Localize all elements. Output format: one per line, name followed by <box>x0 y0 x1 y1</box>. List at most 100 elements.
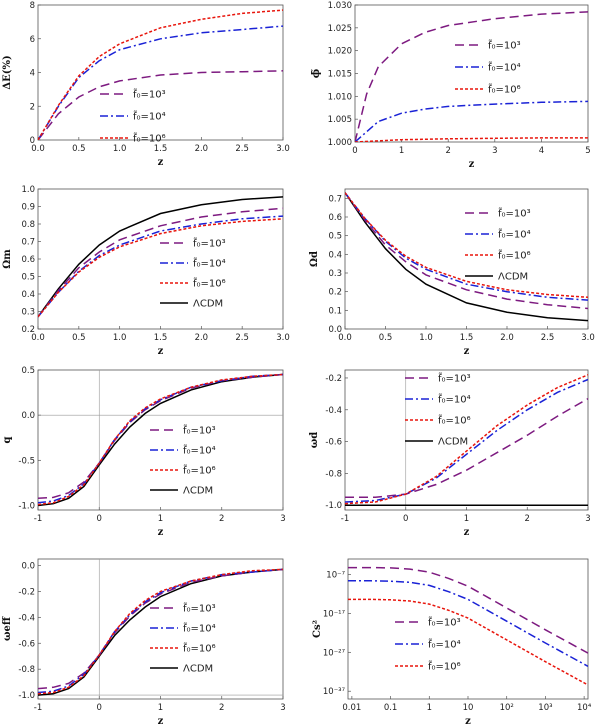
x-axis-label: z <box>158 157 164 168</box>
x-tick-label: 3 <box>492 146 497 156</box>
series-line-f6 <box>348 598 588 686</box>
x-tick-label: 4 <box>539 146 544 156</box>
chart-panel-p3: 0.0 0.5 1.0 1.5 2.0 2.5 3.0 0.2 0.3 0.4 0.5 0.6 0.7 0… <box>2 185 290 357</box>
x-tick-label: 2.5 <box>235 333 249 343</box>
x-axis-label: z <box>464 346 470 357</box>
x-tick-label: 2.0 <box>195 144 209 154</box>
y-tick-label: 6 <box>30 35 35 45</box>
y-tick-label: -0.8 <box>325 469 342 479</box>
x-tick-label: 0.0 <box>31 144 45 154</box>
x-axis-label: z <box>158 346 164 357</box>
legend-label: f̃₀=10³ <box>498 207 531 220</box>
y-tick-label: 10⁻¹⁷ <box>323 609 346 619</box>
x-tick-label: 1 <box>427 703 432 713</box>
series-line-f6 <box>355 137 588 142</box>
plot-frame <box>37 188 284 330</box>
x-tick-label: 0 <box>97 514 102 524</box>
y-tick-label: 0.3 <box>328 269 342 279</box>
legend-label: f̃₀=10⁶ <box>498 249 531 262</box>
legend-label: f̃₀=10³ <box>133 88 166 101</box>
y-tick-label: 2 <box>30 102 35 112</box>
series-line-f6 <box>38 568 283 695</box>
y-tick-label: 1.005 <box>328 115 352 125</box>
chart-panel-p5: -1 0 1 2 3 -1.0 -0.5 0.0 0.5 z q f̃₀=10³ f̃₀=10⁴ f̃₀=… <box>2 366 286 538</box>
legend-label: ΛCDM <box>183 664 213 675</box>
y-tick-label: 0.7 <box>21 238 35 248</box>
x-tick-label: 1.5 <box>154 144 168 154</box>
y-tick-label: 0.5 <box>21 273 35 283</box>
legend-label: f̃₀=10⁴ <box>438 393 471 406</box>
plot-frame <box>37 558 284 700</box>
x-axis-label: z <box>465 716 471 727</box>
x-tick-label: 1.5 <box>460 333 474 343</box>
y-tick-label: 0.2 <box>21 325 35 335</box>
y-tick-label: 1.015 <box>328 70 352 80</box>
y-tick-label: 1.030 <box>328 1 352 11</box>
y-axis-label: ωeff <box>2 616 13 641</box>
chart-panel-p4: 0.0 0.5 1.0 1.5 2.0 2.5 3.0 0.0 0.1 0.2 0.3 0.4 0.5 0… <box>309 188 595 357</box>
legend-label: f̃₀=10⁶ <box>438 414 471 427</box>
y-tick-label: -0.2 <box>18 587 35 597</box>
x-axis-label: z <box>158 527 164 538</box>
y-tick-label: -0.4 <box>18 613 35 623</box>
y-axis-label: q <box>2 437 13 444</box>
y-tick-label: -0.4 <box>325 406 342 416</box>
legend-label: f̃₀=10⁴ <box>428 638 461 651</box>
legend-label: f̃₀=10⁶ <box>428 660 461 673</box>
x-tick-label: 5 <box>585 146 590 156</box>
x-tick-label: 0.5 <box>379 333 393 343</box>
y-tick-label: 0.2 <box>328 288 342 298</box>
y-tick-label: 1.0 <box>21 185 35 195</box>
y-tick-label: 0.4 <box>328 250 342 260</box>
x-tick-label: 2.5 <box>541 333 555 343</box>
x-tick-label: 3 <box>280 703 285 713</box>
legend-label: ΛCDM <box>498 272 528 283</box>
x-tick-label: 0 <box>352 146 357 156</box>
x-tick-label: 3 <box>280 514 285 524</box>
y-tick-label: -0.5 <box>18 456 35 466</box>
series-line-f3 <box>348 566 588 654</box>
y-tick-label: 0.6 <box>328 213 342 223</box>
legend-label: f̃₀=10⁶ <box>183 642 216 655</box>
legend-label: f̃₀=10³ <box>183 602 216 615</box>
x-tick-label: 3.0 <box>276 333 290 343</box>
x-tick-label: 1 <box>158 514 163 524</box>
y-tick-label: 0.5 <box>328 232 342 242</box>
y-tick-label: 0.0 <box>21 561 35 571</box>
x-tick-label: 2 <box>525 514 530 524</box>
x-tick-label: 3.0 <box>276 144 290 154</box>
y-tick-label: 1.010 <box>328 92 352 102</box>
y-tick-label: -1.0 <box>18 691 35 701</box>
y-tick-label: 1.000 <box>328 138 352 148</box>
legend-label: f̃₀=10⁴ <box>183 622 216 635</box>
series-line-f6 <box>345 192 588 299</box>
x-tick-label: 1.0 <box>419 333 433 343</box>
y-tick-label: 10⁻⁷ <box>326 571 345 581</box>
series-line-lcdm <box>38 568 283 696</box>
series-line-f3 <box>355 11 588 142</box>
y-tick-label: 0.6 <box>21 255 35 265</box>
y-tick-label: -1.0 <box>18 501 35 511</box>
legend-label: f̃₀=10⁶ <box>193 277 226 290</box>
x-tick-label: 2 <box>219 514 224 524</box>
y-tick-label: 0.4 <box>21 290 35 300</box>
y-axis-label: Ωd <box>309 251 320 267</box>
series-line-f4 <box>345 192 588 301</box>
y-axis-label: Cs² <box>312 620 323 638</box>
y-tick-label: 10⁻²⁷ <box>323 648 346 658</box>
x-axis-label: z <box>464 527 470 538</box>
y-tick-label: -0.6 <box>18 639 35 649</box>
series-line-f4 <box>355 100 588 142</box>
y-tick-label: 0.3 <box>21 308 35 318</box>
x-tick-label: 2.5 <box>235 144 249 154</box>
x-tick-label: 2.0 <box>500 333 514 343</box>
legend-label: f̃₀=10³ <box>183 424 216 437</box>
series-line-lcdm <box>38 373 283 507</box>
series-line-lcdm <box>345 192 588 322</box>
legend-label: f̃₀=10⁴ <box>193 257 226 270</box>
x-tick-label: 10³ <box>538 703 552 713</box>
legend-label: f̃₀=10⁴ <box>488 61 521 74</box>
series-line-f4 <box>38 215 283 318</box>
y-tick-label: -1.0 <box>325 501 342 511</box>
